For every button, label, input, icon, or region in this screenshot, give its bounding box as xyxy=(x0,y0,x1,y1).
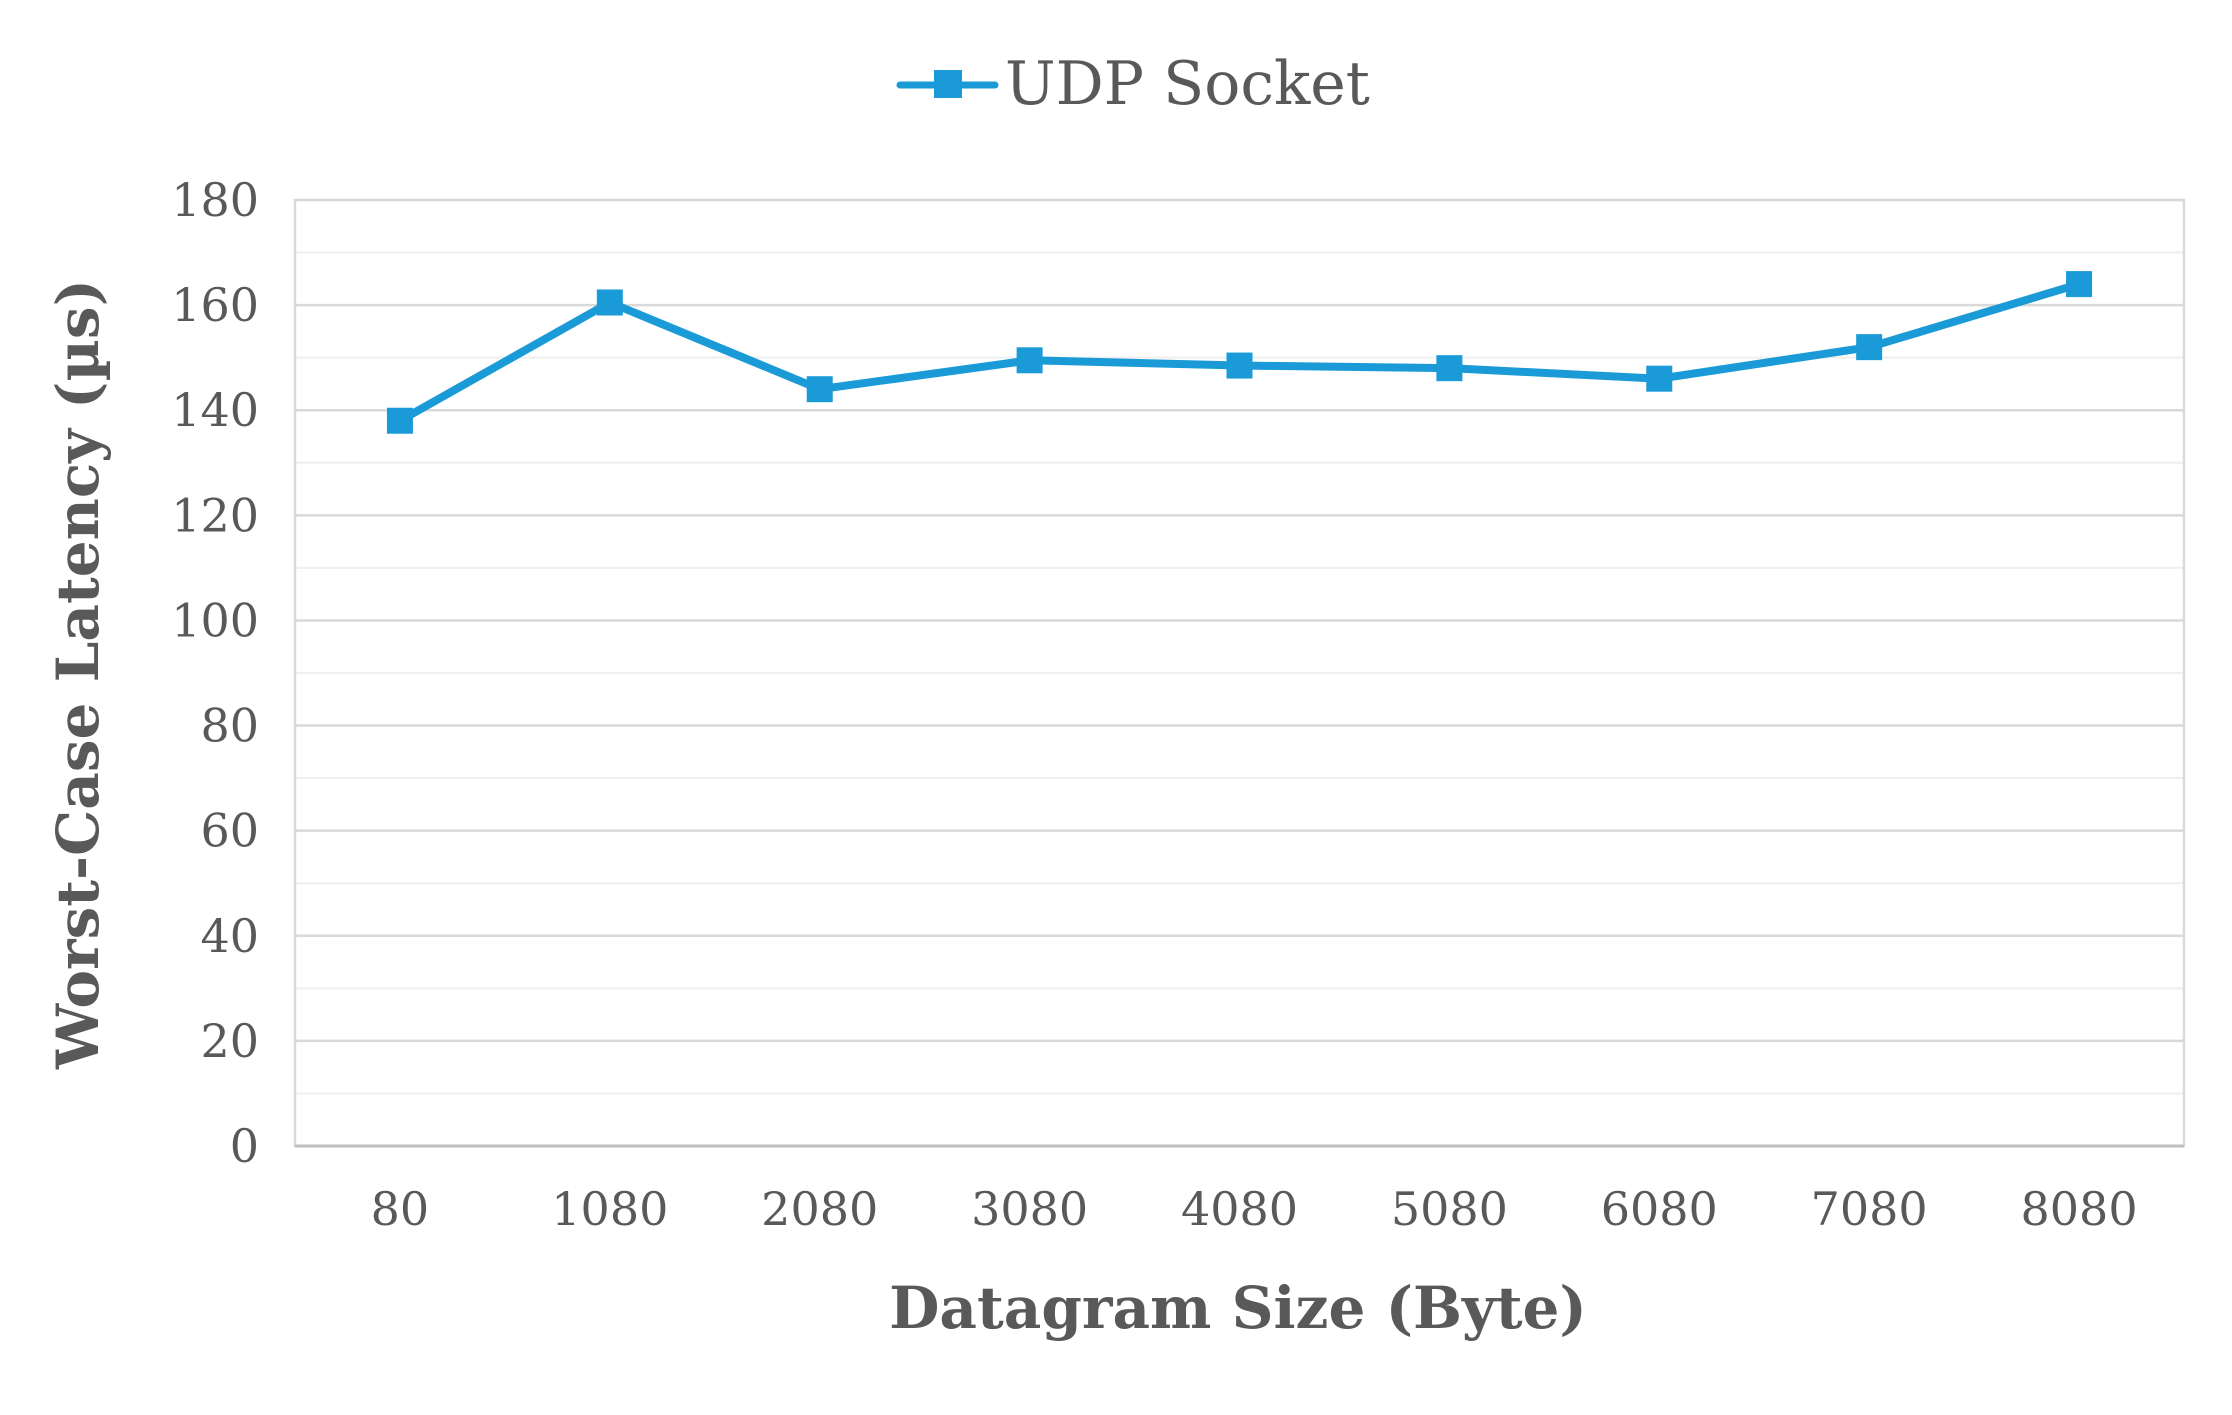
x-axis-ticks: 80 1080 2080 3080 4080 5080 6080 7080 8080 xyxy=(371,1182,2138,1236)
data-point-marker xyxy=(1856,334,1883,361)
y-tick-label: 100 xyxy=(171,593,259,647)
y-tick-label: 20 xyxy=(200,1014,259,1068)
y-tick-label: 40 xyxy=(200,909,259,963)
x-tick-label: 7080 xyxy=(1811,1182,1928,1236)
legend: UDP Socket xyxy=(896,49,1370,119)
data-point-marker xyxy=(596,289,623,316)
data-point-marker xyxy=(386,407,413,434)
x-tick-label: 8080 xyxy=(2021,1182,2138,1236)
data-point-marker xyxy=(1646,365,1673,392)
series-udp-socket xyxy=(386,271,2093,434)
y-tick-label: 140 xyxy=(171,383,259,437)
x-tick-label: 5080 xyxy=(1391,1182,1508,1236)
y-tick-label: 0 xyxy=(230,1119,259,1173)
y-tick-label: 160 xyxy=(171,278,259,332)
x-tick-label: 4080 xyxy=(1181,1182,1298,1236)
data-point-marker xyxy=(2066,271,2093,298)
y-tick-label: 60 xyxy=(200,804,259,858)
grid xyxy=(295,198,2184,1095)
data-point-marker xyxy=(806,376,833,403)
y-axis-ticks: 0 20 40 60 80 100 120 140 160 180 xyxy=(171,173,259,1173)
x-tick-label: 80 xyxy=(371,1182,430,1236)
x-tick-label: 1080 xyxy=(551,1182,668,1236)
x-tick-label: 6080 xyxy=(1601,1182,1718,1236)
legend-label-udp-socket: UDP Socket xyxy=(1005,49,1370,119)
y-tick-label: 180 xyxy=(171,173,259,227)
data-point-marker xyxy=(1016,347,1043,374)
axes xyxy=(293,198,2186,1148)
y-tick-label: 120 xyxy=(171,488,259,542)
x-axis-title: Datagram Size (Byte) xyxy=(889,1274,1587,1342)
legend-marker-swatch xyxy=(934,70,962,98)
x-tick-label: 3080 xyxy=(971,1182,1088,1236)
x-tick-label: 2080 xyxy=(761,1182,878,1236)
y-axis-title: Worst-Case Latency (µs) xyxy=(44,279,112,1070)
data-point-marker xyxy=(1226,352,1253,379)
y-tick-label: 80 xyxy=(200,699,259,753)
data-point-marker xyxy=(1436,355,1463,382)
